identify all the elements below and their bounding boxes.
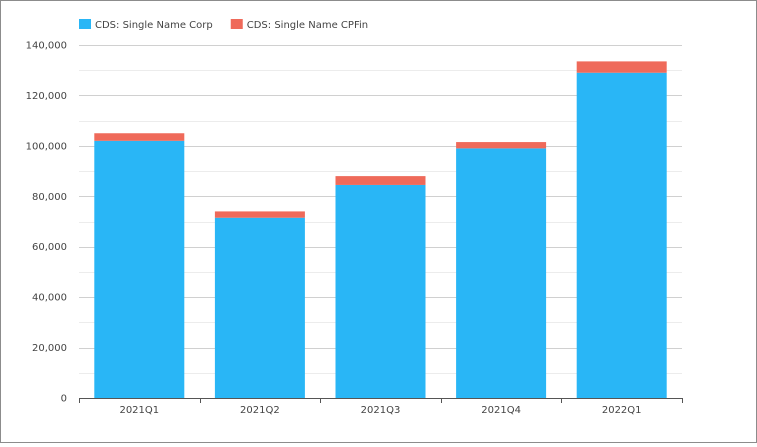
y-tick-label: 60,000	[32, 242, 67, 253]
legend-label: CDS: Single Name CPFin	[247, 20, 368, 31]
x-tick-label: 2021Q3	[361, 405, 401, 416]
bars	[94, 61, 667, 399]
y-axis: 0 20,000 40,000 60,000 80,000 100,000 120,000 1…	[26, 41, 67, 405]
bar-2022Q1-series-1[interactable]	[576, 72, 667, 398]
y-tick-label: 100,000	[26, 141, 67, 152]
bar-2022Q1-series-2[interactable]	[576, 61, 667, 73]
legend-swatch	[230, 19, 243, 29]
bar-2021Q4-series-2[interactable]	[456, 142, 547, 149]
legend-item-2[interactable]: CDS: Single Name CPFin	[230, 19, 368, 31]
bar-2021Q3-series-2[interactable]	[335, 176, 426, 185]
x-axis: 2021Q1 2021Q2 2021Q3 2021Q4 2022Q1	[79, 398, 683, 416]
bar-2021Q1-series-2[interactable]	[94, 133, 185, 141]
bar-2021Q2-series-1[interactable]	[214, 217, 305, 398]
y-tick-label: 40,000	[32, 293, 67, 304]
x-tick-label: 2021Q1	[119, 405, 159, 416]
y-tick-label: 120,000	[26, 91, 67, 102]
legend-item-1[interactable]: CDS: Single Name Corp	[79, 19, 213, 31]
y-tick-label: 20,000	[32, 343, 67, 354]
x-tick-label: 2021Q2	[240, 405, 280, 416]
y-tick-label: 0	[61, 394, 67, 405]
y-tick-label: 80,000	[32, 192, 67, 203]
x-tick-label: 2022Q1	[602, 405, 642, 416]
y-tick-label: 140,000	[26, 41, 67, 52]
x-tick-label: 2021Q4	[481, 405, 521, 416]
bar-2021Q3-series-1[interactable]	[335, 184, 426, 398]
legend-swatch	[79, 19, 91, 29]
bar-2021Q4-series-1[interactable]	[456, 148, 547, 398]
bar-2021Q1-series-1[interactable]	[94, 140, 185, 399]
legend: CDS: Single Name Corp CDS: Single Name CP…	[79, 19, 368, 31]
legend-label: CDS: Single Name Corp	[95, 20, 213, 31]
bar-2021Q2-series-2[interactable]	[214, 211, 305, 218]
